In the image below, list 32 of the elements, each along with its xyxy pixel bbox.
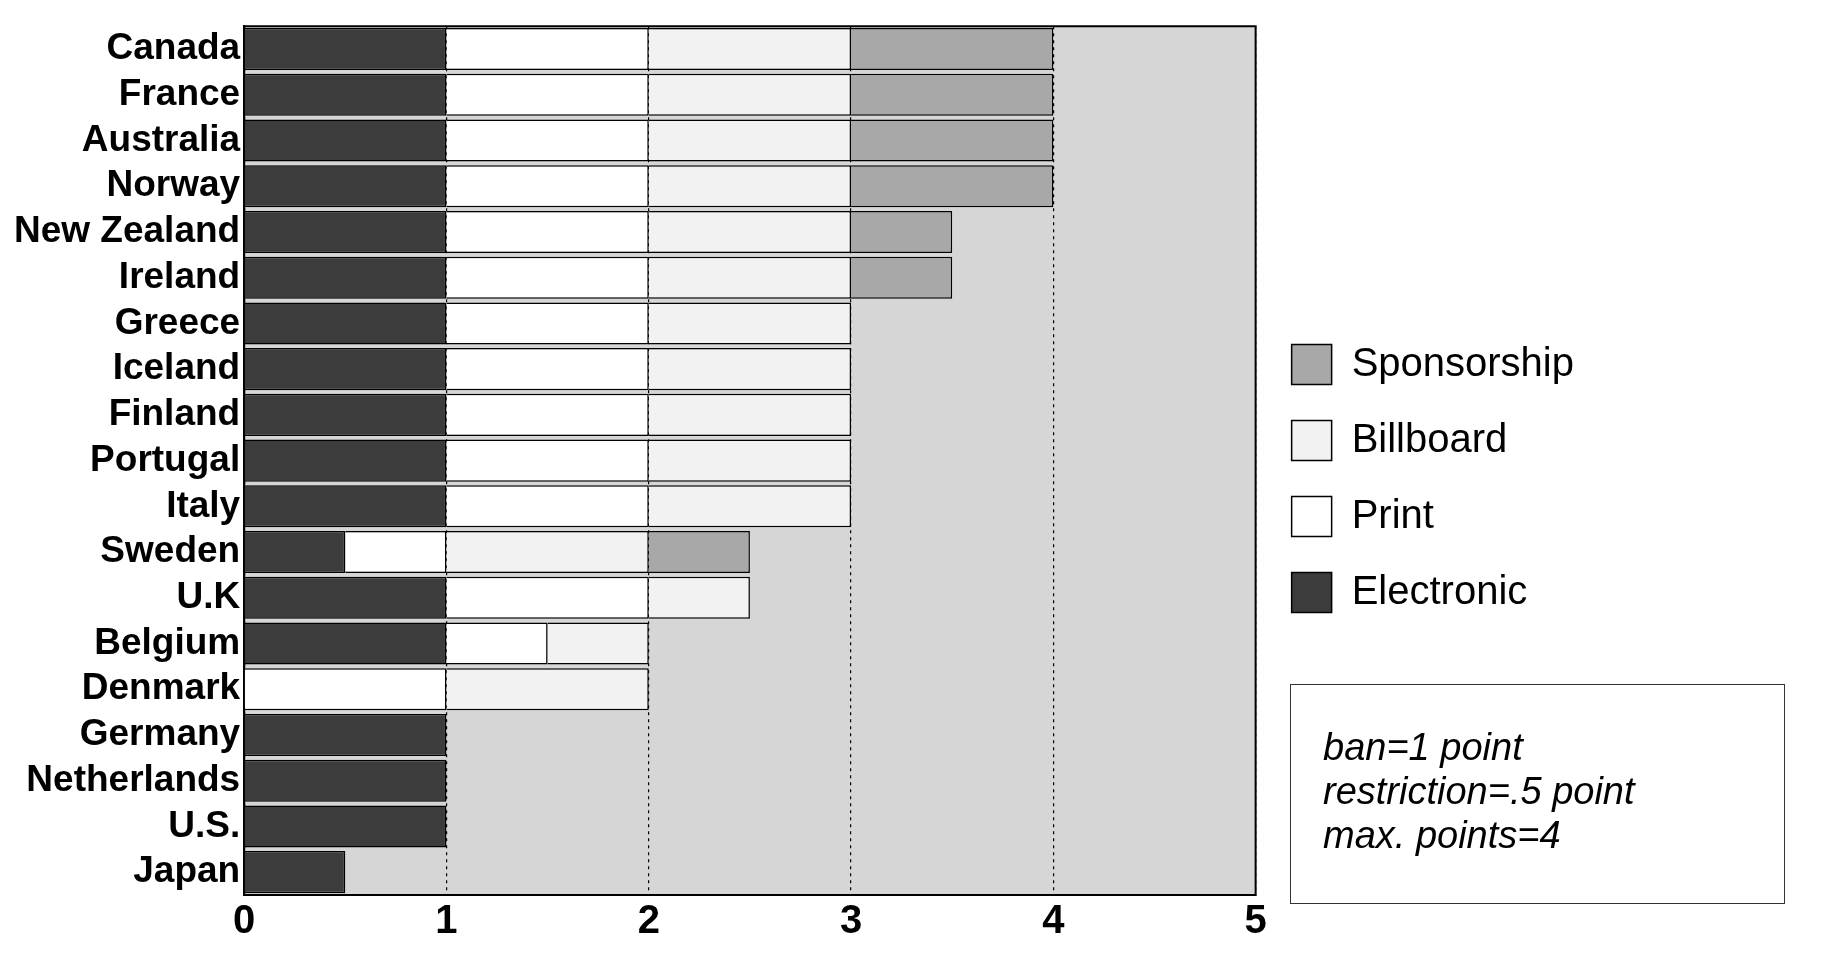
text: ban=1 point <box>1323 725 1525 769</box>
y-tick-label: New Zealand <box>13 209 241 251</box>
y-tick-label: Germany <box>79 712 241 754</box>
legend-label: Billboard <box>1351 415 1508 460</box>
y-tick-label: Australia <box>81 117 241 159</box>
x-tick-label: 0 <box>233 897 256 942</box>
x-tick-label: 2 <box>637 897 660 942</box>
legend-label: Electronic <box>1351 567 1528 612</box>
y-tick-label: Greece <box>114 300 241 342</box>
x-tick-label: 4 <box>1042 897 1066 942</box>
y-tick-label: U.K <box>176 574 241 616</box>
y-tick-label: Ireland <box>118 254 241 296</box>
y-tick-label: U.S. <box>168 803 241 845</box>
y-tick-label: Belgium <box>94 620 241 662</box>
text: restriction=.5 point <box>1323 769 1637 813</box>
y-tick-label: Netherlands <box>26 757 241 799</box>
y-tick-label: Portugal <box>90 437 241 479</box>
text: max. points=4 <box>1323 813 1562 857</box>
y-tick-label: France <box>118 71 241 113</box>
x-tick-label: 3 <box>839 897 863 942</box>
y-tick-label: Norway <box>106 163 241 205</box>
y-tick-label: Canada <box>106 26 241 68</box>
y-tick-label: Finland <box>108 392 241 434</box>
y-tick-label: Denmark <box>81 666 241 708</box>
y-tick-label: Sweden <box>100 529 241 571</box>
y-tick-label: Iceland <box>112 346 241 388</box>
legend-label: Sponsorship <box>1351 339 1575 384</box>
x-tick-label: 1 <box>435 897 458 942</box>
x-tick-label: 5 <box>1244 897 1267 942</box>
y-tick-label: Italy <box>166 483 241 525</box>
legend-label: Print <box>1351 491 1434 536</box>
y-tick-label: Japan <box>133 849 241 891</box>
